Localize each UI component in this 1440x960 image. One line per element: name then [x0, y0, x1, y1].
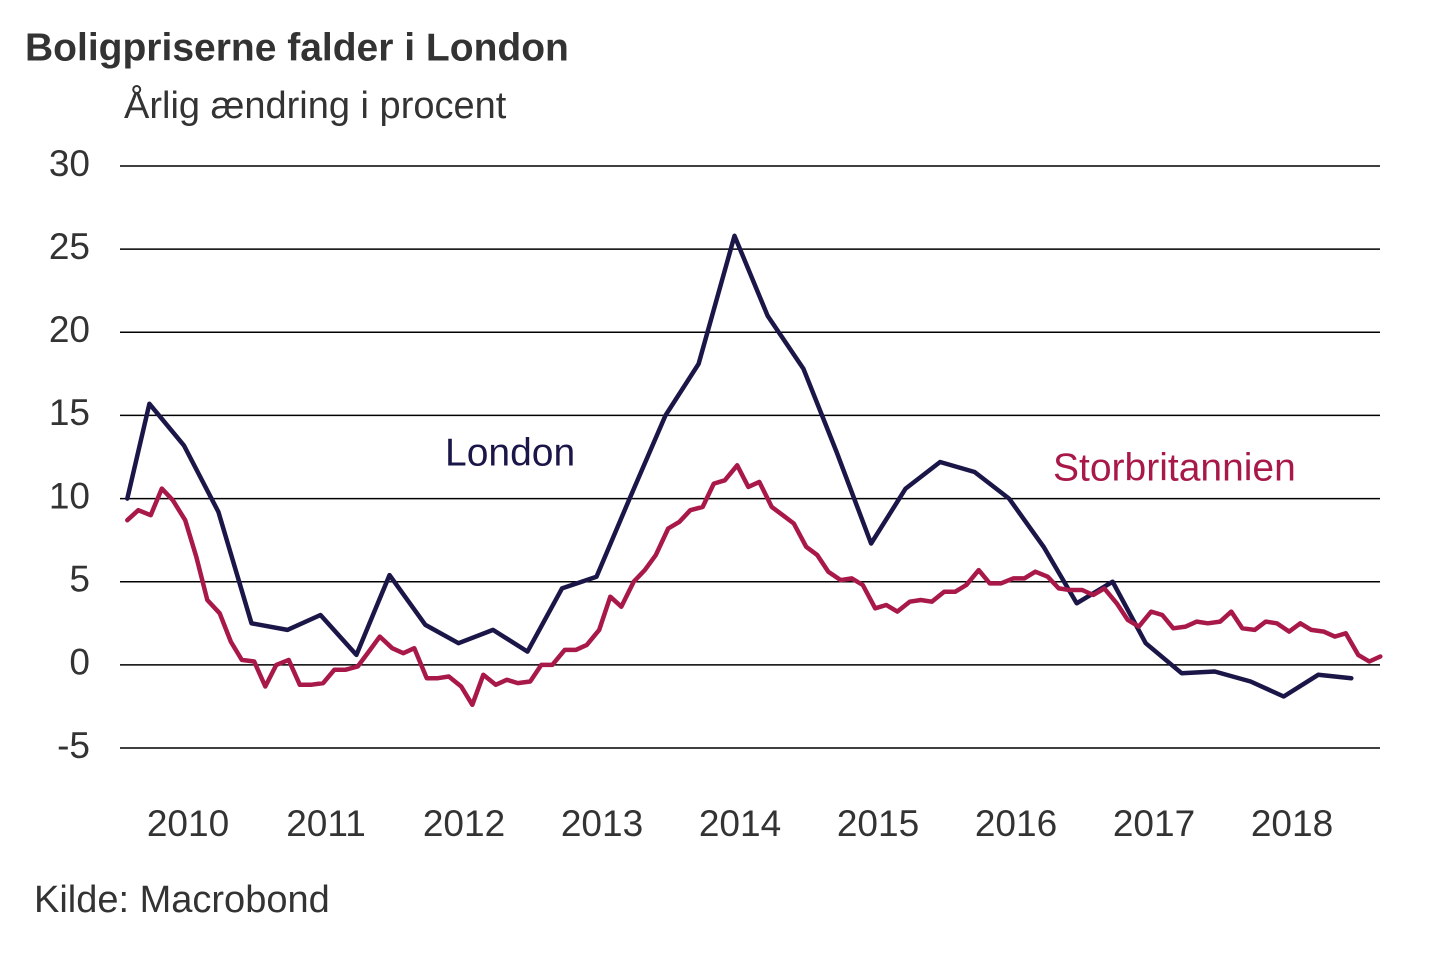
x-tick-label: 2010	[147, 803, 229, 844]
y-tick-label: 10	[49, 475, 90, 516]
x-tick-label: 2017	[1113, 803, 1195, 844]
y-tick-label: 20	[49, 309, 90, 350]
y-tick-label: -5	[57, 725, 90, 766]
x-tick-label: 2018	[1251, 803, 1333, 844]
source-note: Kilde: Macrobond	[34, 879, 330, 921]
x-tick-label: 2014	[699, 803, 781, 844]
y-tick-label: 30	[49, 143, 90, 184]
y-tick-label: 15	[49, 392, 90, 433]
y-tick-label: 25	[49, 226, 90, 267]
x-tick-label: 2013	[561, 803, 643, 844]
x-tick-label: 2011	[286, 803, 366, 844]
series-line	[125, 233, 1354, 699]
series-label: London	[445, 431, 575, 474]
chart-title: Boligpriserne falder i London	[25, 26, 569, 69]
series-line	[125, 463, 1383, 708]
x-tick-label: 2016	[975, 803, 1057, 844]
series-label: Storbritannien	[1053, 446, 1296, 489]
x-tick-label: 2012	[423, 803, 505, 844]
chart-subtitle: Årlig ændring i procent	[124, 83, 507, 127]
y-tick-label: 0	[69, 642, 90, 683]
x-tick-label: 2015	[837, 803, 919, 844]
y-tick-label: 5	[69, 558, 90, 599]
